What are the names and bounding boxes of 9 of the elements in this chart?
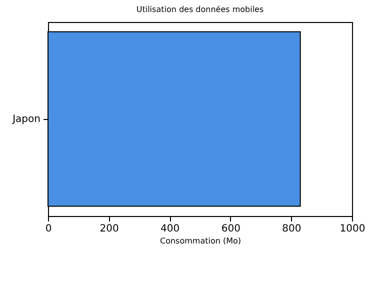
y-tick-label: Japon [12, 114, 40, 125]
x-tick-label: 1000 [340, 224, 366, 234]
x-axis-title: Consommation (Mo) [160, 236, 242, 246]
x-tick-label: 400 [160, 224, 180, 234]
chart-title: Utilisation des données mobiles [136, 5, 264, 14]
x-tick-label: 0 [45, 224, 52, 234]
x-tick-label: 600 [221, 224, 240, 234]
x-tick-label: 200 [100, 224, 119, 234]
x-tick-label: 800 [282, 224, 302, 234]
